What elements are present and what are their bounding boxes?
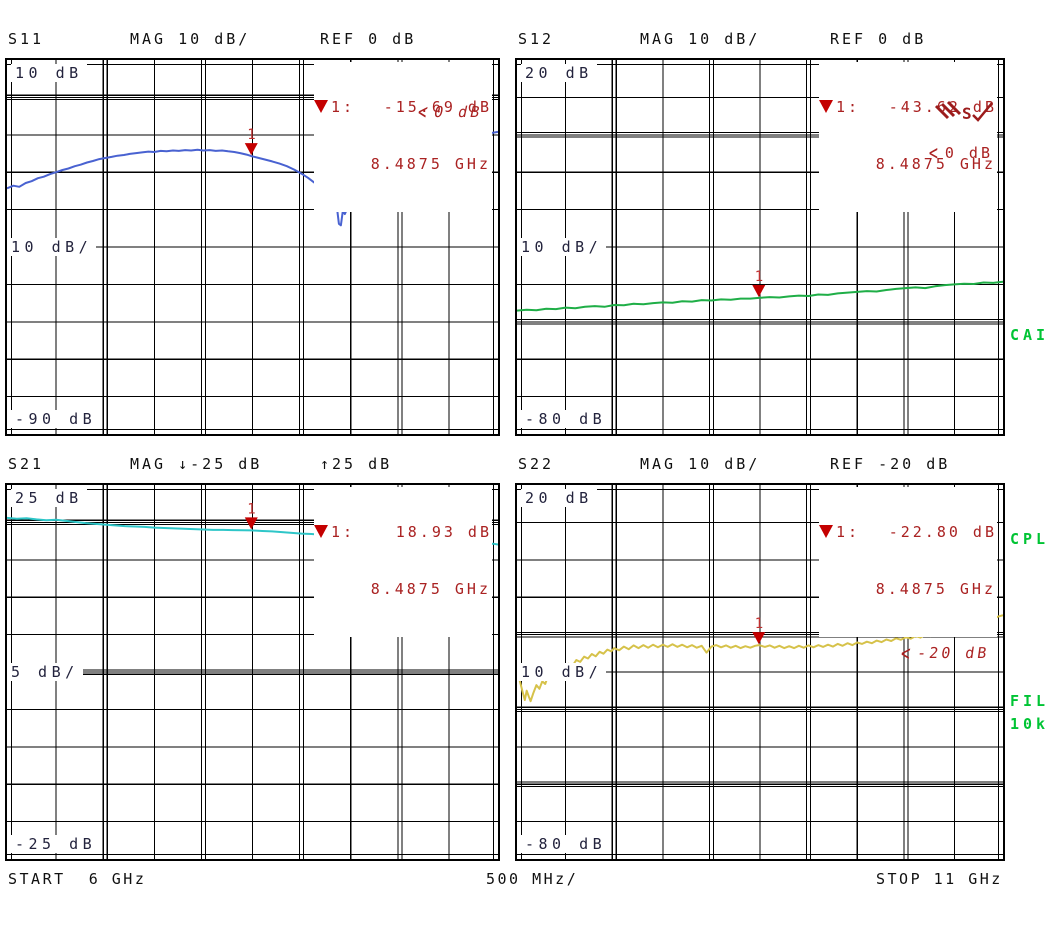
s12-graticule-panel: 1 20 dB 10 dB/ -80 dB 1: -43.62 dB 8.487…	[515, 58, 1005, 436]
status-label-cai: CAI	[1010, 326, 1050, 344]
s12-trace	[517, 280, 1003, 312]
s21-scale-bottom-label: -25 dB	[11, 835, 101, 853]
s12-marker-readout: 1: -43.62 dB 8.4875 GHz	[819, 62, 997, 212]
axis-per-div-label: 500 MHz/	[486, 870, 579, 888]
s11-marker-readout-line1: 1: -15.69 dB	[314, 98, 492, 119]
s21-scale-per-div-label: 5 dB/	[7, 663, 83, 681]
s12-scale-top-label: 20 dB	[521, 64, 597, 82]
s22-ref-level-annotation: <-20 dB	[898, 639, 991, 667]
s12-ref-level-annotation: <0 dB	[928, 139, 993, 167]
s21-ref-header: ↑25 dB	[320, 455, 393, 473]
s12-scale-header: MAG 10 dB/	[640, 30, 761, 48]
s22-ref-header: REF -20 dB	[830, 455, 951, 473]
axis-stop-label: STOP 11 GHz	[876, 870, 1003, 888]
s21-marker-value: 18.93 dB	[395, 523, 492, 541]
s12-title: S12	[518, 30, 555, 48]
s11-marker-id: 1:	[331, 98, 356, 116]
s21-scale-header: MAG ↓-25 dB	[130, 455, 263, 473]
s22-marker-number: 1	[755, 616, 763, 632]
s12-marker-readout-line1: 1: -43.62 dB	[819, 98, 997, 119]
s11-ref-level-annotation: <0 dB	[415, 98, 484, 126]
s22-scale-bottom-label: -80 dB	[521, 835, 611, 853]
s11-scale-per-div-label: 10 dB/	[7, 238, 97, 256]
s22-ref-arrow-icon: <	[898, 639, 915, 667]
s12-graticule-svg: 1	[517, 60, 1003, 434]
s21-marker-number: 1	[247, 501, 255, 517]
s12-marker-id: 1:	[836, 98, 861, 116]
s12-scale-per-div-label: 10 dB/	[517, 238, 607, 256]
s11-marker-number: 1	[247, 127, 255, 143]
s22-marker-value: -22.80 dB	[888, 523, 997, 541]
s11-marker-triangle-icon	[314, 100, 328, 113]
s22-scale-per-div-label: 10 dB/	[517, 663, 607, 681]
s11-marker-symbol	[244, 143, 258, 156]
s11-marker-frequency: 8.4875 GHz	[370, 155, 491, 173]
s11-title: S11	[8, 30, 45, 48]
s12-marker-value: -43.62 dB	[888, 98, 997, 116]
axis-start-label: START 6 GHz	[8, 870, 147, 888]
s12-marker-triangle-icon	[819, 100, 833, 113]
s22-graticule-panel: 1 20 dB 10 dB/ -80 dB 1: -22.80 dB 8.487…	[515, 483, 1005, 861]
s11-ref-arrow-icon: <	[415, 98, 433, 126]
s21-marker-frequency: 8.4875 GHz	[370, 580, 491, 598]
s22-title: S22	[518, 455, 555, 473]
s12-marker-symbol	[752, 284, 766, 297]
s22-scale-top-label: 20 dB	[521, 489, 597, 507]
s11-ref-header: REF 0 dB	[320, 30, 417, 48]
s12-ref-arrow-icon: <	[928, 139, 941, 167]
s22-scale-header: MAG 10 dB/	[640, 455, 761, 473]
s11-marker-value: -15.69 dB	[383, 98, 492, 116]
s22-marker-readout: 1: -22.80 dB 8.4875 GHz	[819, 487, 997, 637]
s11-scale-top-label: 10 dB	[11, 64, 87, 82]
s12-ref-header: REF 0 dB	[830, 30, 927, 48]
svg-text:S: S	[962, 104, 972, 123]
s22-marker-triangle-icon	[819, 525, 833, 538]
s11-scale-bottom-label: -90 dB	[11, 410, 101, 428]
s11-marker-readout: 1: -15.69 dB 8.4875 GHz	[314, 62, 492, 212]
s22-marker-symbol	[752, 632, 766, 645]
s12-marker-frequency: 8.4875 GHz	[875, 155, 996, 173]
s12-marker-number: 1	[755, 269, 763, 285]
s21-marker-readout: 1: 18.93 dB 8.4875 GHz	[314, 487, 492, 637]
s21-marker-id: 1:	[331, 523, 356, 541]
s11-scale-header: MAG 10 dB/	[130, 30, 251, 48]
s21-scale-top-label: 25 dB	[11, 489, 87, 507]
s12-sweep-retrace-icon: S	[934, 100, 993, 123]
status-label-fil: FIL	[1010, 692, 1050, 710]
status-label-cpl: CPL	[1010, 530, 1050, 548]
s21-graticule-panel: 1 25 dB 5 dB/ -25 dB 1: 18.93 dB 8.4875 …	[5, 483, 500, 861]
status-label-10k: 10k	[1010, 715, 1050, 733]
s21-title: S21	[8, 455, 45, 473]
s21-marker-readout-line1: 1: 18.93 dB	[314, 523, 492, 544]
s22-marker-id: 1:	[836, 523, 861, 541]
s21-marker-triangle-icon	[314, 525, 328, 538]
s21-marker-symbol	[244, 517, 258, 530]
s12-scale-bottom-label: -80 dB	[521, 410, 611, 428]
s22-marker-frequency: 8.4875 GHz	[875, 580, 996, 598]
s22-marker-readout-line1: 1: -22.80 dB	[819, 523, 997, 544]
s11-graticule-panel: 1 10 dB 10 dB/ -90 dB 1: -15.69 dB 8.487…	[5, 58, 500, 436]
